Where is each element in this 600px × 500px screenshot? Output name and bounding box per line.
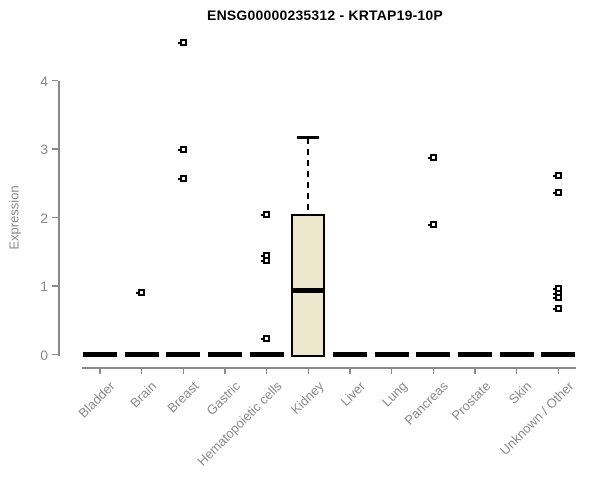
x-axis-tick: [307, 367, 310, 374]
outlier-point: [261, 210, 271, 218]
x-axis-tick: [99, 367, 101, 374]
x-category-label: Pancreas: [401, 378, 452, 428]
y-tick-label: 2: [40, 209, 48, 226]
x-axis-tick: [432, 367, 435, 374]
x-axis-tick: [182, 367, 185, 374]
x-category-label: Lung: [378, 378, 410, 410]
x-axis-tick: [224, 367, 226, 374]
zero-box-bar: [83, 352, 117, 357]
outlier-point: [427, 220, 437, 228]
zero-box-bar: [208, 352, 242, 357]
median-line: [291, 288, 326, 294]
x-category-label: Brain: [127, 378, 160, 411]
x-axis-tick: [265, 367, 268, 374]
outlier-point: [552, 189, 562, 197]
x-category-label: Prostate: [448, 378, 493, 424]
y-tick-label: 1: [40, 278, 48, 295]
x-category-label: Breast: [164, 378, 202, 416]
zero-box-bar: [166, 352, 201, 357]
outlier-point: [136, 289, 146, 297]
outlier-point: [177, 175, 187, 183]
outlier-point: [261, 257, 271, 265]
x-axis-line: [82, 367, 576, 369]
outlier-point: [552, 305, 562, 313]
zero-box-bar: [124, 352, 159, 357]
y-axis-tick: [52, 79, 58, 82]
box-kidney: [291, 214, 326, 357]
x-category-label: Skin: [506, 378, 535, 407]
upper-whisker: [307, 138, 310, 215]
y-axis-tick: [52, 216, 58, 219]
y-tick-label: 4: [40, 72, 48, 89]
outlier-point: [427, 153, 437, 161]
zero-box-bar: [374, 352, 409, 357]
y-tick-label: 3: [40, 141, 48, 158]
outlier-point: [552, 171, 562, 179]
whisker-cap: [297, 136, 320, 140]
x-category-label: Bladder: [75, 378, 118, 421]
outlier-point: [552, 294, 562, 302]
y-tick-label: 0: [40, 346, 48, 363]
x-category-label: Gastric: [203, 378, 243, 419]
outlier-point: [177, 38, 187, 46]
x-category-label: Liver: [337, 378, 368, 409]
x-axis-tick: [515, 367, 518, 374]
zero-box-bar: [416, 352, 451, 357]
chart-title: ENSG00000235312 - KRTAP19-10P: [207, 7, 443, 23]
y-axis-line: [58, 80, 60, 356]
zero-box-bar: [499, 352, 534, 357]
x-axis-tick: [140, 367, 143, 374]
zero-box-bar: [333, 352, 368, 357]
x-axis-tick: [390, 367, 393, 374]
outlier-point: [261, 335, 271, 343]
x-axis-tick: [474, 367, 476, 374]
outlier-point: [177, 146, 187, 154]
x-axis-tick: [349, 367, 351, 374]
y-axis-tick: [52, 148, 58, 150]
y-axis-tick: [52, 285, 58, 287]
x-category-label: Unknown / Other: [496, 378, 577, 458]
y-axis-tick: [52, 353, 58, 356]
zero-box-bar: [458, 352, 493, 357]
x-category-label: Kidney: [287, 378, 327, 418]
zero-box-bar: [249, 352, 284, 357]
zero-box-bar: [541, 352, 576, 357]
x-axis-tick: [557, 367, 560, 374]
